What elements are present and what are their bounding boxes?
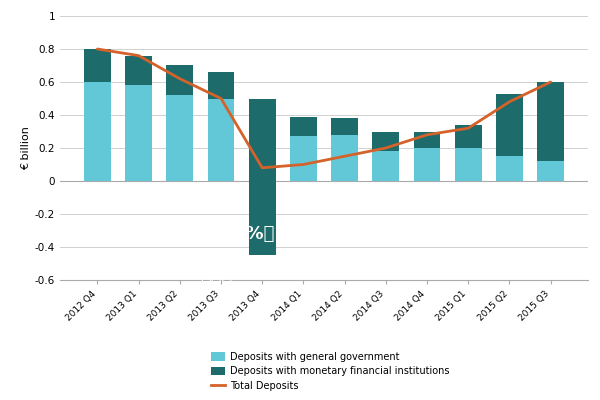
Bar	[496, 94, 523, 156]
Bar	[290, 136, 317, 181]
Y-axis label: € billion: € billion	[21, 126, 31, 170]
Bar	[125, 56, 152, 85]
Bar	[249, 98, 275, 181]
Bar	[166, 66, 193, 95]
Bar	[84, 49, 111, 82]
Total Deposits	[217, 96, 224, 101]
Bar	[166, 95, 193, 181]
Bar	[537, 161, 564, 181]
Bar	[208, 98, 235, 181]
Total Deposits	[547, 80, 554, 84]
Text: 易暂停: 易暂停	[200, 265, 232, 283]
Total Deposits	[300, 162, 307, 167]
Bar	[455, 148, 482, 181]
Line: Total Deposits: Total Deposits	[97, 49, 551, 168]
Bar	[496, 156, 523, 181]
Bar	[455, 125, 482, 148]
Total Deposits	[94, 46, 101, 51]
Bar	[125, 85, 152, 181]
Bar	[208, 72, 235, 98]
Total Deposits	[135, 53, 142, 58]
Legend: Deposits with general government, Deposits with monetary financial institutions,: Deposits with general government, Deposi…	[206, 348, 454, 395]
Bar	[373, 132, 399, 151]
Bar	[373, 151, 399, 181]
Total Deposits	[259, 166, 266, 170]
Total Deposits	[341, 154, 348, 159]
Total Deposits	[464, 126, 472, 130]
Total Deposits	[382, 146, 389, 150]
Total Deposits	[506, 100, 513, 104]
Bar	[84, 82, 111, 181]
Total Deposits	[424, 132, 431, 137]
Bar	[413, 132, 440, 148]
Bar	[331, 135, 358, 181]
Bar	[537, 82, 564, 161]
Bar	[413, 148, 440, 181]
Text: 配资炸股介绍 土耳其股市大跳7%， 触发新一轮交: 配资炸股介绍 土耳其股市大跳7%， 触发新一轮交	[87, 225, 345, 243]
Bar	[249, 98, 275, 255]
Bar	[290, 117, 317, 136]
Total Deposits	[176, 76, 184, 81]
Bar	[331, 118, 358, 135]
